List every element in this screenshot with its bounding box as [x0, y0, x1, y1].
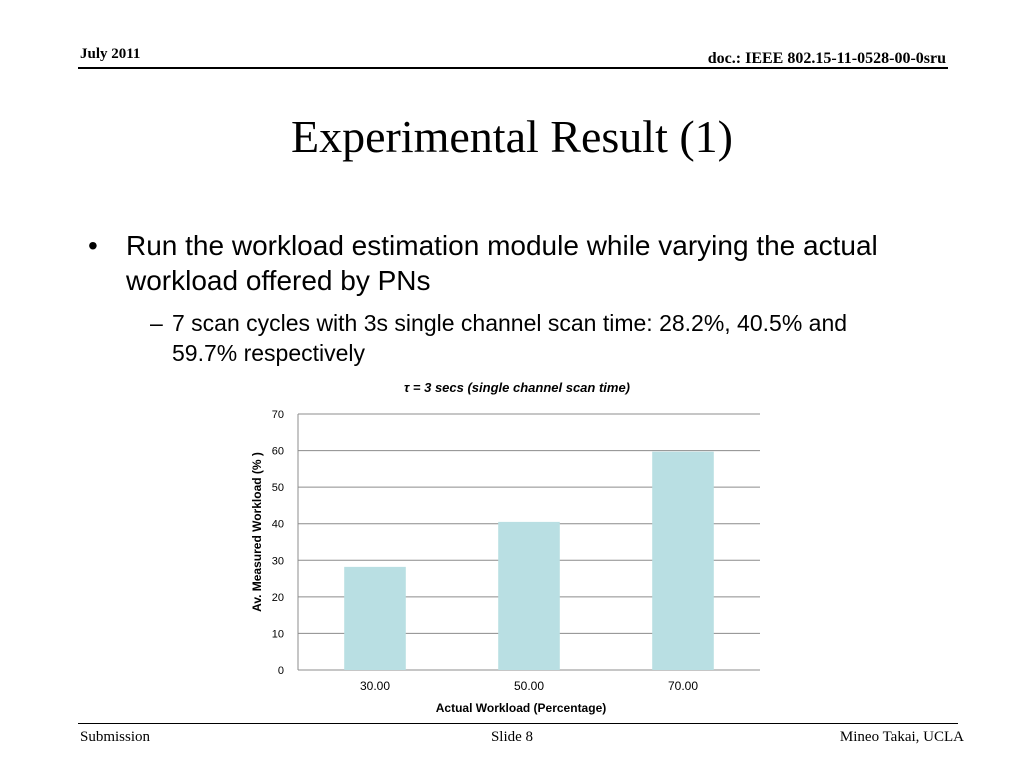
y-tick-label: 30: [272, 555, 284, 567]
y-tick-label: 10: [272, 628, 284, 640]
y-tick-label: 20: [272, 592, 284, 604]
bar-chart-svg: τ = 3 secs (single channel scan time) 0 10…: [250, 380, 760, 715]
y-tick-label: 70: [272, 409, 284, 421]
bullet-text: Run the workload estimation module while…: [126, 230, 878, 296]
y-axis-title: Av. Measured Workload (% ): [250, 452, 264, 612]
y-tick-label: 0: [278, 665, 284, 677]
slide-title: Experimental Result (1): [291, 111, 733, 162]
chart-title: τ = 3 secs (single channel scan time): [404, 380, 630, 395]
header-doc-id: doc.: IEEE 802.15-11-0528-00-0sru: [707, 50, 946, 67]
bar: [344, 566, 406, 670]
footer-submission: Submission: [80, 729, 151, 745]
y-tick-label: 60: [272, 446, 284, 458]
sub-bullet-text: 7 scan cycles with 3s single channel sca…: [172, 310, 848, 366]
x-tick-label: 70.00: [668, 679, 698, 693]
y-tick-label: 40: [272, 519, 284, 531]
footer-slide-number: Slide 8: [490, 729, 534, 745]
bar: [498, 521, 560, 670]
header-date: July 2011: [80, 46, 141, 62]
x-tick-label: 30.00: [360, 679, 390, 693]
bar: [652, 451, 714, 670]
x-axis-title: Actual Workload (Percentage): [436, 701, 606, 715]
footer-rule: [78, 723, 958, 724]
x-tick-label: 50.00: [514, 679, 544, 693]
bullet-mark: •: [88, 230, 98, 261]
header-rule: [78, 67, 948, 69]
y-tick-label: 50: [272, 482, 284, 494]
sub-bullet-mark: –: [150, 310, 163, 336]
bar-chart: τ = 3 secs (single channel scan time) 0 10…: [240, 372, 780, 720]
footer-author: Mineo Takai, UCLA: [839, 729, 964, 745]
